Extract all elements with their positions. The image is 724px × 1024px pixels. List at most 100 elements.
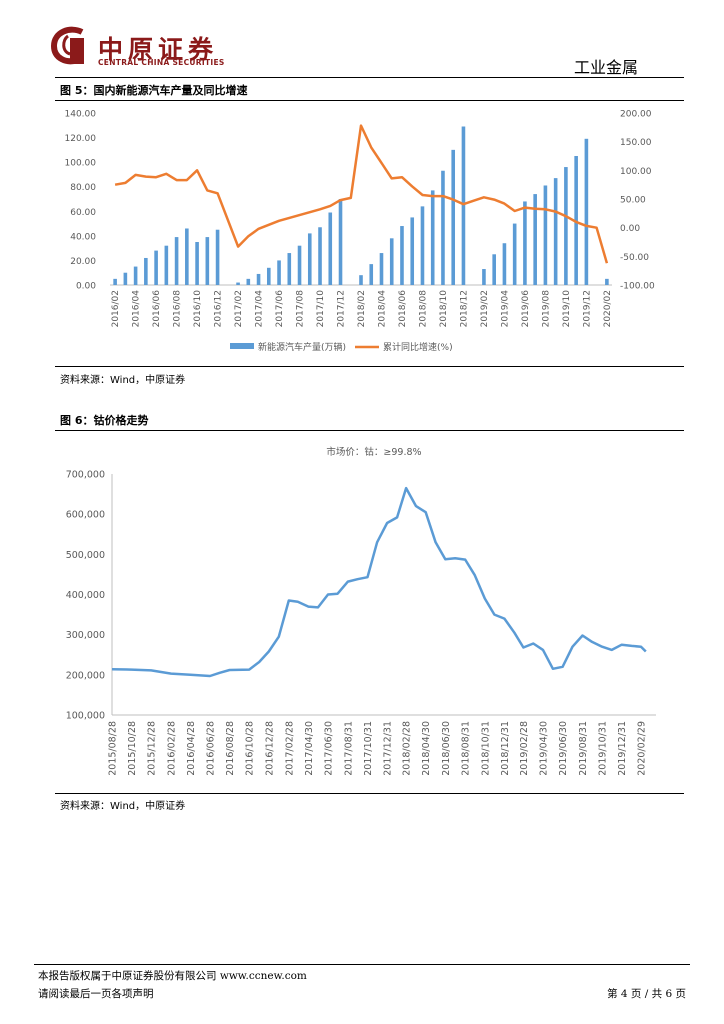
legend-production-swatch bbox=[230, 343, 254, 349]
production-bar bbox=[389, 238, 394, 285]
date-axis-tick-label: 2016/08/28 bbox=[225, 721, 236, 776]
x-axis-tick-label: 2017/08 bbox=[296, 290, 306, 328]
production-bar bbox=[287, 253, 292, 285]
x-axis-tick-label: 2016/02 bbox=[111, 290, 121, 327]
production-bar bbox=[359, 275, 363, 285]
date-axis-tick-label: 2016/10/28 bbox=[245, 721, 256, 776]
production-bar bbox=[553, 178, 558, 285]
production-bar bbox=[482, 269, 486, 285]
production-bar bbox=[185, 228, 189, 285]
production-bar bbox=[492, 254, 496, 285]
price-axis-tick-label: 400,000 bbox=[66, 590, 105, 601]
cobalt-chart-title: 市场价：钴：≥99.8% bbox=[326, 446, 421, 458]
date-axis-tick-label: 2019/06/30 bbox=[558, 721, 569, 776]
left-axis-tick-label: 0.00 bbox=[76, 282, 96, 292]
production-bar bbox=[451, 149, 456, 285]
right-axis-tick-label: -50.00 bbox=[620, 253, 649, 263]
date-axis-tick-label: 2019/12/31 bbox=[617, 721, 628, 776]
production-bar bbox=[256, 273, 261, 285]
production-bar bbox=[420, 206, 425, 285]
production-bar bbox=[154, 250, 158, 285]
date-axis-tick-label: 2018/10/31 bbox=[480, 721, 491, 776]
right-axis-tick-label: 150.00 bbox=[620, 138, 652, 148]
x-axis-tick-label: 2018/12 bbox=[459, 290, 469, 327]
production-bar bbox=[502, 243, 507, 285]
production-bar bbox=[461, 126, 466, 285]
production-bar bbox=[113, 278, 117, 285]
date-axis-tick-label: 2017/08/31 bbox=[343, 721, 354, 776]
x-axis-tick-label: 2018/08 bbox=[418, 290, 428, 328]
cobalt-price-chart: 市场价：钴：≥99.8% 100,000 200,000 300,000 400,000… bbox=[66, 446, 656, 776]
date-axis-tick-label: 2018/08/31 bbox=[461, 721, 472, 776]
figure-6-source: 资料来源：Wind，中原证券 bbox=[60, 801, 186, 812]
date-axis-tick-label: 2016/02/28 bbox=[167, 721, 178, 776]
x-axis-tick-label: 2017/06 bbox=[275, 290, 285, 328]
date-axis-tick-label: 2018/02/28 bbox=[402, 721, 413, 776]
production-bar bbox=[144, 257, 148, 285]
date-axis-tick-label: 2015/12/28 bbox=[147, 721, 158, 776]
x-axis-tick-label: 2018/10 bbox=[439, 290, 449, 328]
footer-rule bbox=[34, 964, 690, 965]
date-axis-tick-label: 2020/02/29 bbox=[637, 721, 648, 776]
legend-production-label: 新能源汽车产量(万辆) bbox=[258, 341, 346, 353]
legend-growth-label: 累计同比增速(%) bbox=[383, 341, 453, 353]
left-axis-tick-label: 40.00 bbox=[70, 232, 96, 242]
price-axis-tick-label: 600,000 bbox=[66, 510, 105, 521]
production-bar bbox=[338, 199, 343, 285]
disclaimer-notice: 请阅读最后一页各项声明 bbox=[38, 988, 154, 1000]
right-axis-tick-label: 0.00 bbox=[620, 224, 640, 234]
left-axis-tick-label: 20.00 bbox=[70, 257, 96, 267]
right-axis-tick-label: 100.00 bbox=[620, 167, 652, 177]
cobalt-price-line bbox=[111, 486, 647, 678]
date-axis-tick-label: 2018/06/30 bbox=[441, 721, 452, 776]
left-axis-tick-label: 120.00 bbox=[65, 134, 97, 144]
x-axis-tick-label: 2018/06 bbox=[398, 290, 408, 328]
right-axis-tick-label: 50.00 bbox=[620, 196, 646, 206]
date-axis-tick-label: 2017/10/31 bbox=[363, 721, 374, 776]
x-axis-tick-label: 2017/10 bbox=[316, 290, 326, 328]
production-bar bbox=[164, 245, 169, 285]
production-bar bbox=[123, 272, 128, 285]
production-bar bbox=[369, 264, 374, 285]
copyright-notice: 本报告版权属于中原证券股份有限公司 www.ccnew.com bbox=[38, 970, 307, 982]
date-axis-tick-label: 2016/04/28 bbox=[186, 721, 197, 776]
date-axis-tick-label: 2016/12/28 bbox=[264, 721, 275, 776]
x-axis-tick-label: 2020/02 bbox=[603, 290, 613, 327]
x-axis-tick-label: 2018/04 bbox=[377, 290, 387, 328]
date-axis-tick-label: 2017/04/30 bbox=[304, 721, 315, 776]
left-axis-tick-label: 100.00 bbox=[65, 159, 97, 169]
production-bar bbox=[512, 223, 517, 285]
price-axis-tick-label: 500,000 bbox=[66, 550, 105, 561]
production-bar bbox=[307, 233, 312, 285]
x-axis-tick-label: 2017/02 bbox=[234, 290, 244, 327]
left-axis-tick-label: 140.00 bbox=[65, 110, 97, 120]
company-logo-icon bbox=[50, 26, 84, 65]
figure-5-source: 资料来源：Wind，中原证券 bbox=[60, 375, 186, 386]
production-bar bbox=[297, 245, 302, 285]
date-axis-tick-label: 2015/08/28 bbox=[108, 721, 119, 776]
figure-5-bottom-rule bbox=[55, 366, 684, 367]
x-axis-tick-label: 2019/06 bbox=[521, 290, 531, 328]
production-bar bbox=[605, 278, 609, 285]
section-title: 工业金属 bbox=[573, 58, 638, 77]
date-axis-tick-label: 2017/06/30 bbox=[323, 721, 334, 776]
x-axis-tick-label: 2019/02 bbox=[480, 290, 490, 327]
production-bar bbox=[205, 237, 210, 285]
figure-5-title: 图 5：国内新能源汽车产量及同比增速 bbox=[60, 84, 248, 97]
price-axis-tick-label: 300,000 bbox=[66, 630, 105, 641]
figure-6-title: 图 6：钴价格走势 bbox=[60, 414, 149, 427]
production-bar bbox=[133, 266, 138, 285]
date-axis-tick-label: 2018/04/30 bbox=[421, 721, 432, 776]
date-axis-tick-label: 2019/04/30 bbox=[538, 721, 549, 776]
production-bar bbox=[523, 201, 527, 285]
x-axis-tick-label: 2019/08 bbox=[541, 290, 551, 328]
production-bar bbox=[584, 138, 589, 285]
date-axis-tick-label: 2016/06/28 bbox=[206, 721, 217, 776]
x-axis-tick-label: 2018/02 bbox=[357, 290, 367, 327]
figure-6-bottom-rule bbox=[55, 793, 684, 794]
production-bar bbox=[277, 260, 281, 285]
growth-rate-line bbox=[114, 124, 609, 264]
date-axis-tick-label: 2017/02/28 bbox=[284, 721, 295, 776]
x-axis-tick-label: 2017/12 bbox=[337, 290, 347, 327]
production-bar bbox=[318, 227, 322, 285]
